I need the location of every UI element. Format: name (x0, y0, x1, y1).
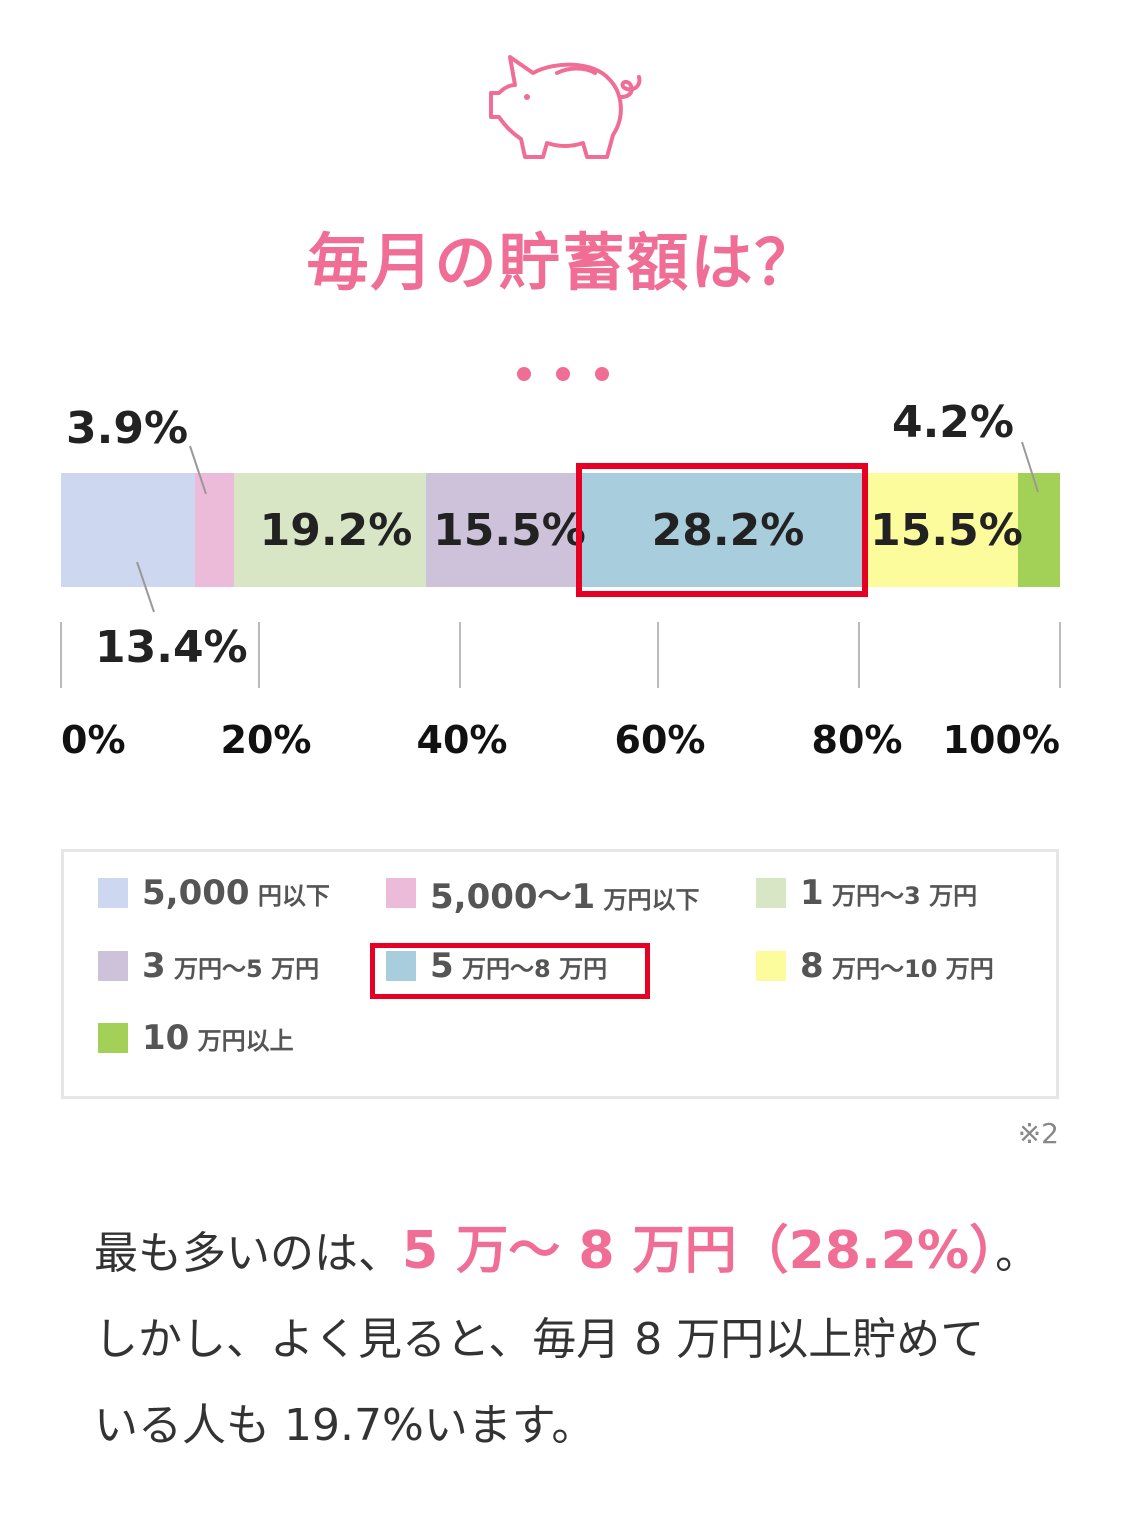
footnote-mark: ※2 (1017, 1117, 1059, 1150)
tick-label-4: 80% (812, 718, 903, 762)
bar-label-1: 3.9% (66, 403, 188, 454)
legend-item: 8 万円〜10 万円 (756, 946, 994, 986)
legend-swatch (386, 951, 416, 981)
summary-line-2: しかし、よく見ると、毎月 8 万円以上貯めて (94, 1314, 985, 1365)
legend-label: 10 万円以上 (142, 1018, 294, 1058)
legend-label: 5 万円〜8 万円 (430, 946, 608, 986)
legend-swatch (98, 878, 128, 908)
leader-line-1 (189, 445, 207, 495)
legend-swatch (98, 1023, 128, 1053)
legend-label: 5,000〜1 万円以下 (430, 876, 700, 917)
summary-text: 最も多いのは、5 万〜 8 万円（28.2%）。 しかし、よく見ると、毎月 8 … (94, 1208, 1074, 1469)
legend-box: 5,000 円以下 5,000〜1 万円以下 1 万円〜3 万円 3 万円〜5 万円 5… (61, 849, 1059, 1099)
tick-label-5: 100% (943, 718, 1060, 762)
stacked-bar-chart: 19.2% 15.5% 28.2% 15.5% 13.4% 3.9% 4.2% 0% 20% 40… (60, 397, 1061, 762)
bar-label-6: 4.2% (892, 397, 1014, 448)
legend-label: 5,000 円以下 (142, 873, 330, 913)
tick-label-1: 20% (221, 718, 312, 762)
bar-label-0: 13.4% (95, 622, 248, 673)
legend-swatch (756, 878, 786, 908)
tick-label-3: 60% (615, 718, 706, 762)
bar-highlight-box (576, 463, 868, 597)
leader-line-0 (136, 561, 155, 613)
bar-segment-6 (1018, 473, 1060, 587)
legend-label: 8 万円〜10 万円 (800, 946, 994, 986)
tick-label-2: 40% (417, 718, 508, 762)
ellipsis-dots-icon (517, 367, 609, 381)
legend-swatch (386, 878, 416, 908)
bar-segment-0 (61, 473, 195, 587)
legend-item: 5,000 円以下 (98, 873, 330, 913)
legend-item: 5 万円〜8 万円 (386, 946, 607, 986)
bar-segment-3 (426, 473, 581, 587)
legend-swatch (756, 951, 786, 981)
leader-line-6 (1021, 441, 1039, 493)
bar-segment-1 (195, 473, 234, 587)
page-title: 毎月の貯蓄額は？ (306, 226, 819, 299)
bar-label-3: 15.5% (433, 505, 586, 556)
bar-segment-2 (234, 473, 426, 587)
legend-label: 3 万円〜5 万円 (142, 946, 320, 986)
legend-item: 3 万円〜5 万円 (98, 946, 319, 986)
bar-label-2: 19.2% (260, 505, 413, 556)
summary-period: 。 (995, 1228, 1040, 1279)
legend-highlight-box (370, 943, 650, 999)
legend-item: 5,000〜1 万円以下 (386, 873, 700, 917)
summary-accent: 5 万〜 8 万円（28.2%） (402, 1221, 996, 1281)
summary-line-3: いる人も 19.7%います。 (94, 1400, 596, 1451)
legend-item: 10 万円以上 (98, 1018, 294, 1058)
bar-segment-4 (581, 473, 863, 587)
bar-segment-5 (863, 473, 1018, 587)
bar-label-5: 15.5% (870, 505, 1023, 556)
bar-label-4: 28.2% (652, 505, 805, 556)
legend-label: 1 万円〜3 万円 (800, 873, 978, 913)
summary-lead: 最も多いのは、 (94, 1228, 402, 1279)
tick-label-0: 0% (61, 718, 126, 762)
legend-item: 1 万円〜3 万円 (756, 873, 977, 913)
legend-swatch (98, 951, 128, 981)
piggy-bank-icon (489, 55, 642, 159)
